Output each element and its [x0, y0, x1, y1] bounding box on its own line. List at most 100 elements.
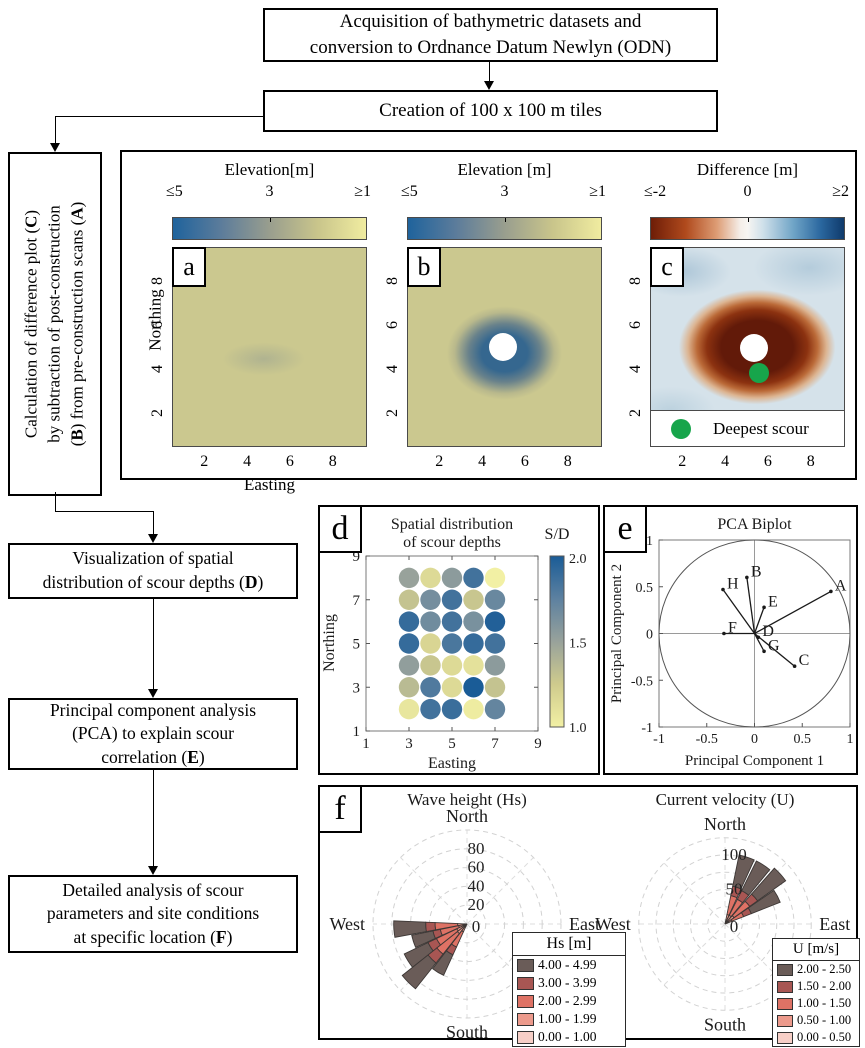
colorbar-label: S/D: [545, 526, 570, 543]
colorbar-tick: ≤5: [401, 183, 418, 200]
panel-letter-f: f: [318, 785, 362, 833]
y-tick-label: 5: [353, 637, 361, 653]
radial-tick-label: 20: [468, 895, 485, 914]
y-tick-label: -1: [641, 721, 653, 736]
scour-point: [441, 589, 463, 610]
rose-bar-segment: [393, 920, 427, 938]
scour-point: [441, 633, 463, 654]
pca-vector-label: A: [835, 577, 847, 594]
scour-point: [420, 567, 441, 589]
map-x-tick-label: 2: [678, 453, 687, 470]
rose-ring: [672, 871, 778, 977]
legend-entry-label: 4.00 - 4.99: [538, 957, 597, 972]
pca-vector-E: [753, 607, 765, 634]
colorbar-tick: ≥1: [354, 183, 371, 200]
y-tick-label: 7: [353, 593, 361, 609]
flow-box-tiles-label: Creation of 100 x 100 m tiles: [379, 100, 602, 122]
scour-point: [463, 677, 484, 698]
scour-point: [484, 698, 506, 720]
rose-bar-segment: [432, 950, 454, 976]
map-y-tick-label: 2: [149, 408, 166, 417]
scour-point: [398, 567, 420, 589]
x-tick-label: 0.5: [794, 732, 812, 747]
pca-vector-label: F: [728, 620, 737, 637]
rose-spoke: [663, 923, 726, 986]
connector-line: [55, 116, 263, 117]
rose-bar-segment: [747, 889, 781, 915]
legend-entry: 4.00 - 4.99: [513, 956, 625, 974]
sd-colorbar: [549, 555, 565, 728]
flow-box-detailed-analysis: Detailed analysis of scour parameters an…: [8, 875, 298, 953]
legend-swatch: [517, 958, 534, 972]
scour-point: [484, 677, 506, 698]
compass-south-label: South: [446, 1022, 488, 1038]
flow-box-acquisition: Acquisition of bathymetric datasets and …: [263, 8, 718, 62]
flow-box-acquisition-line2: conversion to Ordnance Datum Newlyn (ODN…: [309, 37, 672, 58]
flow-box-detailed-line2: parameters and site conditions: [46, 903, 260, 924]
x-tick-label: 7: [491, 736, 499, 752]
legend-entry: 1.00 - 1.50: [773, 995, 859, 1012]
x-tick-label: 0: [751, 732, 758, 747]
pca-vector-tip: [745, 575, 749, 580]
colorbar-tick: ≥2: [832, 183, 849, 200]
pca-vector-label: D: [762, 623, 774, 640]
legend-entry-label: 0.00 - 0.50: [797, 1030, 852, 1044]
colorbar-title-c: Difference [m]: [696, 160, 799, 179]
y-tick-label: 0.5: [636, 581, 654, 596]
arrowhead: [148, 534, 158, 543]
legend-entry: 0.50 - 1.00: [773, 1012, 859, 1029]
map-y-tick-label: 2: [627, 408, 644, 417]
rose-spoke: [400, 857, 468, 925]
x-tick-label: 9: [534, 736, 542, 752]
colorbar-tick-label: 1.0: [569, 721, 587, 736]
flow-box-pca-line2: (PCA) to explain scour: [72, 723, 234, 744]
legend-swatch: [777, 1031, 793, 1044]
side-box-line1: Calculation of difference plot (C): [21, 209, 41, 439]
scour-point: [441, 677, 463, 698]
flow-box-visualization-line2: distribution of scour depths (D): [42, 572, 264, 592]
map-x-tick-label: 8: [328, 453, 337, 470]
map-difference: c Deepest scour: [650, 247, 845, 447]
scour-point: [463, 698, 484, 720]
legend-swatch: [517, 1012, 534, 1026]
elevation-colorbar-a: [172, 217, 367, 240]
rose-title: Wave height (Hs): [407, 790, 526, 809]
x-tick-label: -0.5: [696, 732, 718, 747]
wave-height-legend: Hs [m] 4.00 - 4.99 3.00 - 3.99 2.00 - 2.99…: [512, 932, 626, 1047]
pca-biplot-chart: PCA Biplot -1-1 -0.5 -0.5 0 0 0.5 0.5 1 1 A BH E F DG C…: [609, 516, 854, 769]
legend-title: U [m/s]: [773, 939, 859, 961]
map-x-tick-label: 6: [285, 453, 294, 470]
flow-box-pca-line3: correlation (E): [101, 746, 205, 767]
x-tick-label: 3: [405, 736, 413, 752]
panel-letter-b: b: [407, 247, 441, 287]
legend-entry-label: 1.00 - 1.50: [797, 996, 852, 1010]
legend-entry-label: 1.50 - 2.00: [797, 979, 852, 993]
rose-ring: [372, 829, 562, 1019]
scour-point: [463, 567, 484, 589]
rose-bar-segment: [425, 921, 437, 933]
rose-ring: [391, 848, 543, 1000]
map-y-tick-label: 8: [149, 277, 166, 286]
legend-entry-label: 0.00 - 1.00: [538, 1029, 597, 1044]
pca-vector-tip: [722, 631, 726, 636]
flow-box-visualization: Visualization of spatial distribution of…: [8, 543, 298, 599]
colorbar-tick: 3: [265, 183, 274, 200]
scour-point: [420, 611, 441, 632]
legend-entry-label: 3.00 - 3.99: [538, 975, 597, 990]
colorbar-tick-label: 1.5: [569, 637, 587, 652]
rose-ring: [655, 854, 795, 994]
colorbar-tick: ≥1: [589, 183, 606, 200]
rose-spoke: [466, 923, 534, 991]
map-y-tick-label: 4: [627, 364, 644, 373]
panel-abc-maps: Elevation[m] ≤5 3 ≥1 a Northing Easting …: [120, 150, 857, 494]
pca-vector-label: C: [799, 652, 810, 669]
connector-line: [55, 492, 56, 512]
rose-bar-segment: [750, 867, 787, 902]
scour-point: [420, 633, 441, 654]
pca-vector-tip: [762, 649, 766, 654]
scour-point: [463, 633, 484, 654]
scour-point: [484, 589, 506, 610]
pca-vector-tip: [762, 605, 766, 610]
scour-point: [441, 567, 463, 589]
scour-point: [441, 698, 463, 720]
